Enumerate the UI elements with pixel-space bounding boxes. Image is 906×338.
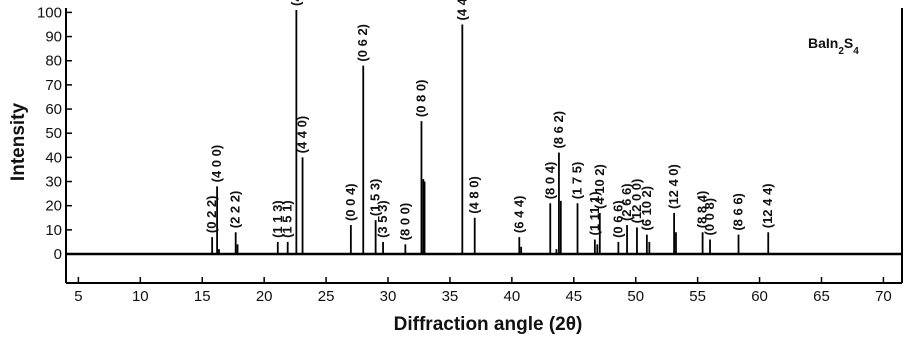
y-tick-label: 50 xyxy=(45,125,62,142)
peak-label: (0 6 2) xyxy=(355,24,370,62)
peak-label: (2 2 2) xyxy=(228,191,243,229)
x-tick-label: 45 xyxy=(565,288,582,305)
peak-label: (0 0 8) xyxy=(702,198,717,236)
x-tick-label: 60 xyxy=(751,288,768,305)
peak-label: (0 2 2) xyxy=(204,196,219,234)
peak-label: (4 2 2) xyxy=(288,0,303,6)
x-tick-label: 30 xyxy=(380,288,397,305)
peaks-layer xyxy=(211,10,770,255)
x-axis-title: Diffraction angle (2θ) xyxy=(394,314,583,335)
x-tick-label: 5 xyxy=(74,288,82,305)
peak-label: (2 6 6) xyxy=(619,183,634,221)
peak-label: (8 6 6) xyxy=(731,193,746,231)
peak-label: (4 8 0) xyxy=(467,176,482,214)
peak-label: (8 0 4) xyxy=(542,162,557,200)
peak-label: (3 5 3) xyxy=(375,200,390,238)
x-tick-label: 25 xyxy=(318,288,335,305)
peak-label: (1 1 3) xyxy=(270,200,285,238)
x-tick-label: 50 xyxy=(627,288,644,305)
y-tick-label: 60 xyxy=(45,101,62,118)
compound-sub-2: 4 xyxy=(853,46,859,57)
peak-labels-layer: (0 2 2) (4 0 0) (2 2 2) (1 1 3)(1 5 1) (4 2 … xyxy=(204,0,775,240)
peak-label: (6 10 2) xyxy=(639,186,654,231)
peak-label: (12 0 0) xyxy=(629,179,644,224)
y-tick-label: 100 xyxy=(37,4,62,21)
peak-label: (12 4 0) xyxy=(666,164,681,209)
y-tick-label: 0 xyxy=(54,246,62,263)
peak-label: (8 6 2) xyxy=(551,111,566,149)
peak-label: (4 0 0) xyxy=(209,145,224,183)
x-tick-label: 20 xyxy=(256,288,273,305)
peak-label: (6 4 4) xyxy=(511,196,526,234)
peak-label: (0 0 4) xyxy=(343,183,358,221)
compound-annotation: BaIn2S4 xyxy=(808,35,859,57)
peak-label: (8 0 0) xyxy=(397,203,412,241)
x-tick-label: 10 xyxy=(132,288,149,305)
peak-label: (0 6 6) xyxy=(610,200,625,238)
x-tick-label: 65 xyxy=(813,288,830,305)
y-tick-label: 10 xyxy=(45,222,62,239)
y-tick-label: 30 xyxy=(45,174,62,191)
x-tick-label: 40 xyxy=(504,288,521,305)
y-tick-label: 20 xyxy=(45,198,62,215)
x-tick-label: 15 xyxy=(194,288,211,305)
compound-part-mid: S xyxy=(844,35,853,51)
peak-label: (8 8 4) xyxy=(695,191,710,229)
peak-label: (1 5 1) xyxy=(280,200,295,238)
x-tick-label: 35 xyxy=(442,288,459,305)
x-tick-label: 55 xyxy=(689,288,706,305)
peak-label: (1 5 3) xyxy=(368,179,383,217)
compound-sub-1: 2 xyxy=(838,46,844,57)
peak-label: (1 11 1) xyxy=(587,191,602,235)
peak-label: (4 4 4) xyxy=(454,0,469,20)
peak-label: (4 10 2) xyxy=(592,164,607,209)
y-tick-label: 80 xyxy=(45,53,62,70)
peak-label: (1 7 5) xyxy=(570,162,585,200)
compound-part-base: BaIn xyxy=(808,35,838,51)
peak-label: (0 8 0) xyxy=(413,80,428,118)
peak-label: (4 4 0) xyxy=(295,116,310,154)
y-tick-label: 40 xyxy=(45,149,62,166)
y-tick-label: 70 xyxy=(45,77,62,94)
y-axis-title: Intensity xyxy=(8,103,29,182)
peak-label: (12 4 4) xyxy=(760,183,775,228)
x-tick-label: 70 xyxy=(875,288,892,305)
y-tick-label: 90 xyxy=(45,29,62,46)
